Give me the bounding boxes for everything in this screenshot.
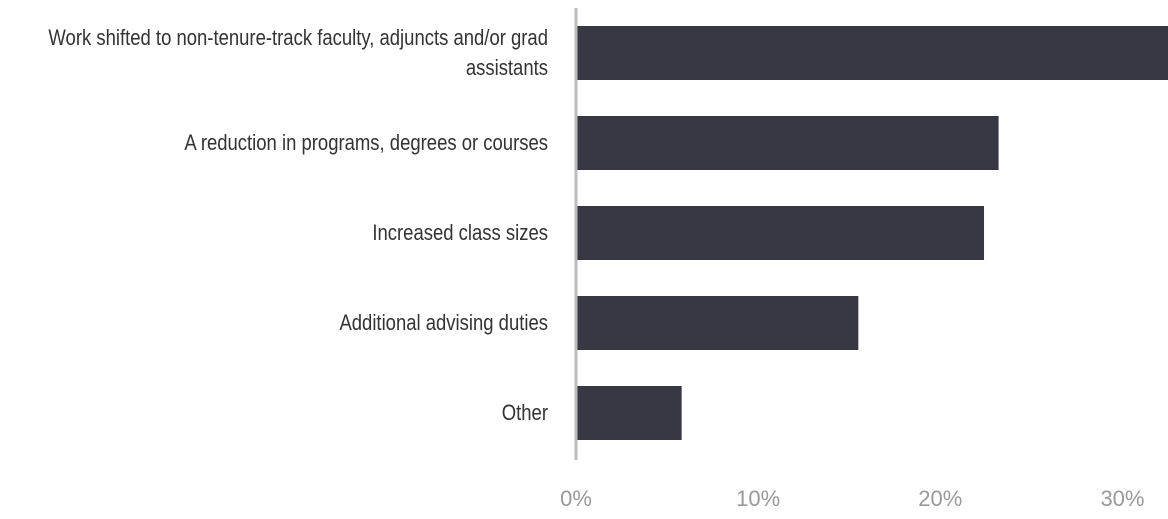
- x-tick-label: 20%: [918, 486, 962, 511]
- category-label: Other: [501, 400, 548, 425]
- x-tick-label: 0%: [560, 486, 592, 511]
- bar: [576, 206, 985, 260]
- category-label: A reduction in programs, degrees or cour…: [184, 130, 548, 155]
- category-label: Increased class sizes: [372, 220, 548, 245]
- bar: [576, 116, 999, 170]
- x-tick-label: 30%: [1100, 486, 1144, 511]
- x-tick-label: 10%: [736, 486, 780, 511]
- bar: [576, 26, 1168, 80]
- bar: [576, 386, 682, 440]
- bar: [576, 296, 859, 350]
- category-label: Additional advising duties: [339, 310, 548, 335]
- category-label: Work shifted to non-tenure-track faculty…: [48, 25, 548, 80]
